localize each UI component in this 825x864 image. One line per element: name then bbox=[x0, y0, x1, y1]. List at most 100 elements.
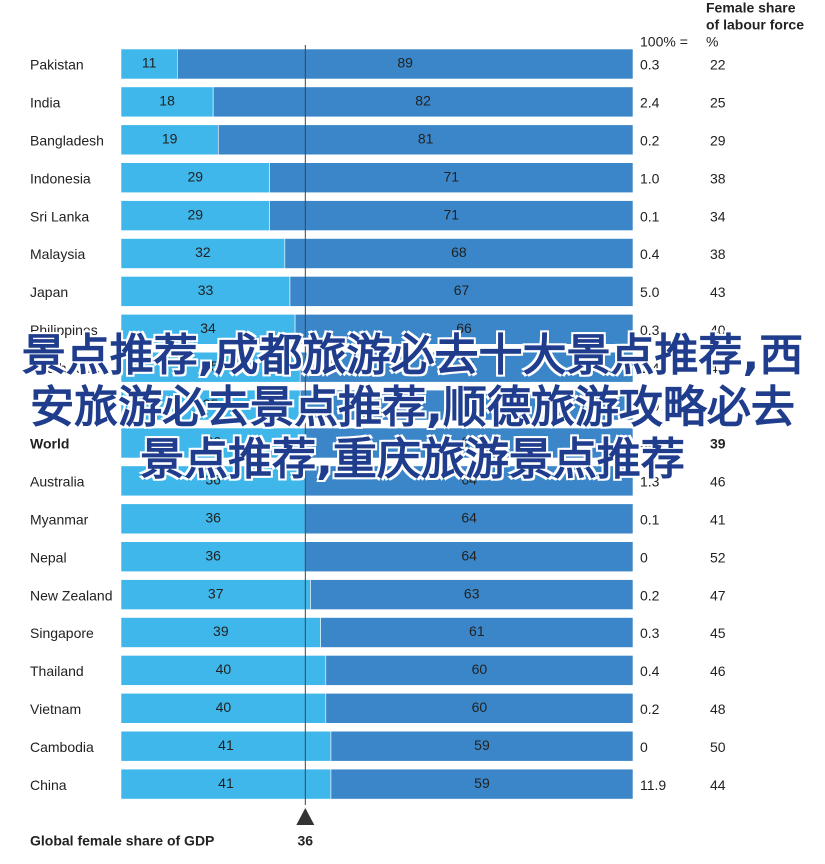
labour-label: 50 bbox=[710, 739, 726, 755]
bar-label: 89 bbox=[397, 55, 413, 71]
labour-label: 47 bbox=[710, 587, 726, 603]
bar-segment bbox=[177, 48, 634, 80]
labour-label: 48 bbox=[710, 701, 726, 717]
labour-label: 46 bbox=[710, 663, 726, 679]
bar-label: 39 bbox=[213, 623, 229, 639]
bar-label: 41 bbox=[218, 737, 234, 753]
category-label: South Korea bbox=[30, 360, 108, 376]
labour-label: 44 bbox=[710, 777, 726, 793]
category-label: Pakistan bbox=[30, 57, 84, 73]
total-label: 5.0 bbox=[640, 284, 660, 300]
bar-label: 29 bbox=[187, 168, 203, 184]
category-label: Japan bbox=[30, 284, 68, 300]
total-label: 0.4 bbox=[640, 663, 660, 679]
bar-segment bbox=[269, 162, 634, 193]
category-label: Thailand bbox=[30, 663, 84, 679]
bar-segment bbox=[325, 692, 634, 724]
bar-segment bbox=[120, 617, 321, 648]
bar-label: 36 bbox=[205, 434, 221, 450]
labour-label: 42 bbox=[710, 360, 726, 376]
bar-segment bbox=[120, 200, 270, 231]
labour-label: 41 bbox=[710, 512, 726, 528]
bar-label: 36 bbox=[205, 510, 221, 526]
bar-label: 71 bbox=[443, 206, 459, 222]
category-label: Nepal bbox=[30, 549, 67, 565]
labour-label: 38 bbox=[710, 170, 726, 186]
bar-label: 66 bbox=[456, 320, 472, 336]
category-label: Vietnam bbox=[30, 701, 81, 717]
total-label: 82.2 bbox=[640, 436, 667, 452]
bar-label: 32 bbox=[195, 244, 211, 260]
overlay-text: 景点推荐,成都旅游必去十大景点推荐,西安旅游必去景点推荐,顺德旅游攻略必去景点推… bbox=[21, 330, 804, 485]
bar-segment bbox=[330, 730, 634, 762]
category-label: India bbox=[30, 95, 61, 111]
labour-label: 45 bbox=[710, 625, 726, 641]
bar-segment bbox=[120, 238, 286, 269]
total-label: 0.1 bbox=[640, 208, 660, 224]
bar-label: 68 bbox=[451, 244, 467, 260]
bar-segment bbox=[299, 351, 634, 383]
bar-label: 67 bbox=[454, 282, 470, 298]
bar-segment bbox=[289, 276, 634, 307]
labour-label: 34 bbox=[710, 208, 726, 224]
bar-label: 34 bbox=[200, 320, 216, 336]
labour-label: 38 bbox=[710, 246, 726, 262]
labour-label: 43 bbox=[710, 284, 726, 300]
category-label: Myanmar bbox=[30, 512, 89, 528]
bar-segment bbox=[120, 465, 306, 497]
reference-label: Global female share of GDP bbox=[30, 833, 214, 849]
bar-segment bbox=[120, 730, 332, 762]
labour-label: 22 bbox=[710, 57, 726, 73]
bar-label: 65 bbox=[459, 396, 475, 412]
bar-label: 63 bbox=[464, 585, 480, 601]
bar-label: 64 bbox=[461, 510, 477, 526]
total-label: 0.4 bbox=[640, 246, 660, 262]
bar-label: 82 bbox=[415, 93, 431, 109]
total-label: 0.3 bbox=[640, 57, 660, 73]
total-label: 11.9 bbox=[640, 777, 666, 793]
labour-label: 52 bbox=[710, 549, 726, 565]
bar-label: 60 bbox=[472, 661, 488, 677]
total-label: 1.0 bbox=[640, 170, 660, 186]
total-label: 0.3 bbox=[640, 322, 660, 338]
total-label: 0.1 bbox=[640, 512, 660, 528]
bar-segment bbox=[217, 124, 634, 156]
category-label: Australia bbox=[30, 474, 85, 490]
bar-label: 37 bbox=[208, 585, 224, 601]
bar-segment bbox=[320, 617, 634, 648]
bar-segment bbox=[294, 313, 634, 345]
header: 100% = bbox=[640, 34, 688, 50]
labour-label: 39 bbox=[710, 436, 726, 452]
bar-segment bbox=[120, 162, 270, 193]
bar-segment bbox=[212, 86, 634, 118]
bar-segment bbox=[305, 503, 634, 535]
bar-label: 59 bbox=[474, 737, 490, 753]
category-label: Indonesia bbox=[30, 170, 91, 186]
total-label: 0 bbox=[640, 549, 648, 565]
bar-label: 36 bbox=[205, 547, 221, 563]
category-label: Philippines bbox=[30, 322, 98, 338]
total-label: 2.9 bbox=[640, 398, 660, 414]
bar-label: 11 bbox=[142, 55, 157, 71]
bar-label: 41 bbox=[218, 775, 234, 791]
bar-segment bbox=[120, 48, 178, 80]
bar-label: 65 bbox=[459, 358, 475, 374]
bar-label: 60 bbox=[472, 699, 488, 715]
labour-label: 29 bbox=[710, 133, 726, 149]
bar-label: 61 bbox=[469, 623, 485, 639]
bar-label: 40 bbox=[216, 661, 232, 677]
labour-label: 40 bbox=[710, 322, 726, 338]
total-label: 1.3 bbox=[640, 474, 660, 490]
bar-label: 40 bbox=[216, 699, 232, 715]
category-label: China bbox=[30, 777, 67, 793]
header: of labour force bbox=[706, 17, 804, 33]
total-label: 0.2 bbox=[640, 133, 660, 149]
reference-marker bbox=[296, 808, 315, 825]
bar-segment bbox=[120, 541, 306, 573]
bar-label: 71 bbox=[443, 168, 459, 184]
total-label: 0.2 bbox=[640, 701, 660, 717]
bar-segment bbox=[305, 541, 634, 573]
total-label: 2.4 bbox=[640, 95, 660, 111]
bar-segment bbox=[120, 692, 327, 724]
